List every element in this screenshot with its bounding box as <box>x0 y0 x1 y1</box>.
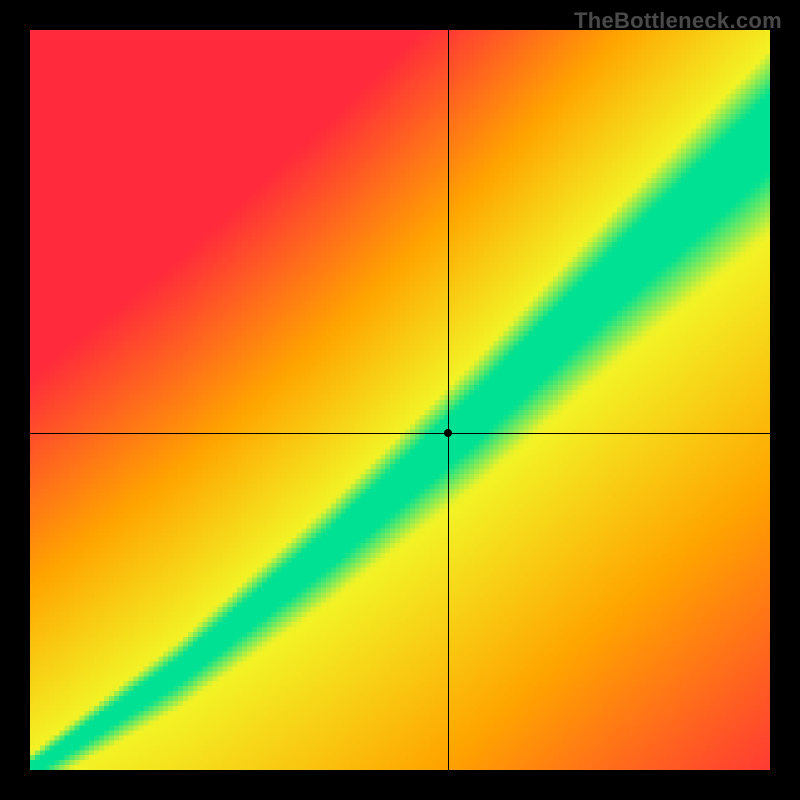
crosshair-horizontal-line <box>30 433 770 434</box>
heatmap-plot <box>30 30 770 770</box>
heatmap-canvas <box>30 30 770 770</box>
crosshair-vertical-line <box>448 30 449 770</box>
watermark-text: TheBottleneck.com <box>574 8 782 34</box>
crosshair-dot <box>444 429 452 437</box>
